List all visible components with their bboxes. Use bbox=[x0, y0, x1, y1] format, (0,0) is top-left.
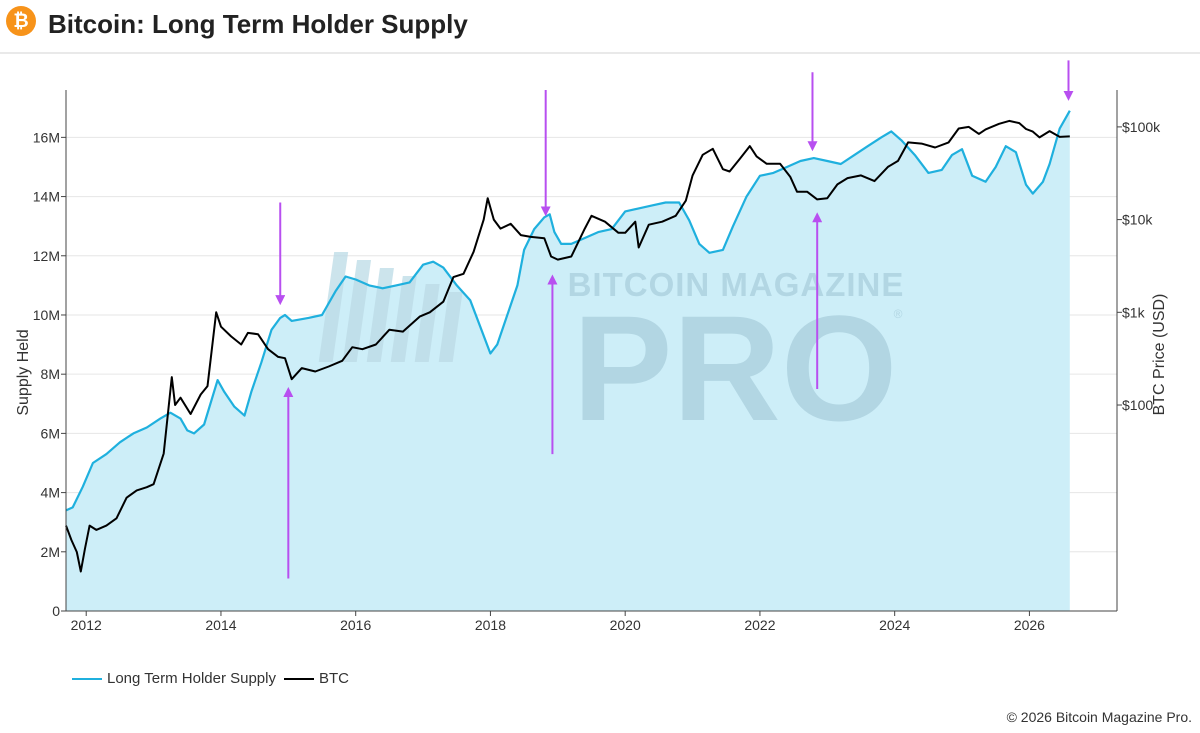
legend-label-btc: BTC bbox=[319, 670, 349, 687]
legend-swatch-supply bbox=[72, 678, 102, 680]
y-axis-title: Supply Held bbox=[15, 329, 32, 415]
watermark-text-line2: PRO bbox=[572, 284, 897, 452]
y-tick-label: 8M bbox=[41, 366, 60, 382]
watermark-bar-icon bbox=[414, 284, 440, 362]
legend-swatch-btc bbox=[284, 678, 314, 680]
y2-tick-label: $100 bbox=[1122, 397, 1153, 413]
x-tick-label: 2016 bbox=[340, 617, 371, 633]
copyright-footer: © 2026 Bitcoin Magazine Pro. bbox=[1006, 709, 1192, 725]
x-tick-label: 2020 bbox=[610, 617, 641, 633]
x-tick-label: 2022 bbox=[744, 617, 775, 633]
page-title: Bitcoin: Long Term Holder Supply bbox=[48, 9, 468, 39]
legend-label-supply: Long Term Holder Supply bbox=[107, 670, 276, 687]
watermark-bar-icon bbox=[390, 276, 417, 362]
x-tick-label: 2012 bbox=[71, 617, 102, 633]
y2-tick-label: $1k bbox=[1122, 304, 1146, 320]
watermark-registered: ® bbox=[894, 307, 903, 321]
chart-header: ₿ Bitcoin: Long Term Holder Supply bbox=[0, 0, 1200, 54]
watermark-bar-icon bbox=[438, 292, 463, 362]
supply-area bbox=[66, 110, 1070, 611]
x-tick-label: 2014 bbox=[205, 617, 236, 633]
y-tick-label: 12M bbox=[33, 248, 60, 264]
y2-tick-label: $10k bbox=[1122, 212, 1153, 228]
x-tick-label: 2026 bbox=[1014, 617, 1045, 633]
series-btc-line bbox=[65, 119, 1070, 573]
y2-axis-title: BTC Price (USD) bbox=[1151, 294, 1168, 416]
y2-tick-label: $100k bbox=[1122, 119, 1161, 135]
y-tick-label: 16M bbox=[33, 129, 60, 145]
watermark-text-line1: BITCOIN MAGAZINE bbox=[568, 266, 905, 303]
y-tick-label: 10M bbox=[33, 307, 60, 323]
x-tick-label: 2024 bbox=[879, 617, 910, 633]
x-tick-label: 2018 bbox=[475, 617, 506, 633]
watermark-bar-icon bbox=[342, 260, 372, 362]
watermark-bar-icon bbox=[318, 252, 349, 362]
y-tick-label: 2M bbox=[41, 544, 60, 560]
bitcoin-logo-icon: ₿ bbox=[6, 6, 36, 36]
y-tick-label: 6M bbox=[41, 425, 60, 441]
y-tick-label: 4M bbox=[41, 485, 60, 501]
y-tick-label: 0 bbox=[52, 603, 60, 619]
y-tick-label: 14M bbox=[33, 189, 60, 205]
watermark-bar-icon bbox=[366, 268, 394, 362]
